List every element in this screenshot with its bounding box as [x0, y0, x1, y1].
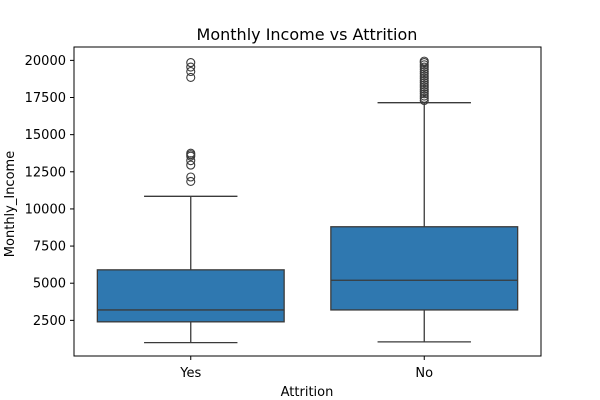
outlier-point [419, 89, 429, 99]
outlier-point [419, 66, 429, 77]
y-tick-label: 7500 [33, 240, 66, 255]
y-tick-label: 17500 [25, 91, 66, 106]
outlier-point [186, 172, 196, 182]
outlier-point [186, 156, 196, 166]
y-tick-label: 12500 [25, 165, 66, 180]
outlier-point [186, 72, 196, 83]
outlier-point [419, 93, 429, 103]
iqr-box [330, 226, 519, 311]
y-tick-label: 5000 [33, 277, 66, 292]
outlier-point [419, 73, 429, 83]
outlier-point [419, 87, 429, 97]
outlier-point [419, 82, 429, 92]
outlier-point [419, 56, 429, 66]
axes: 2500 5000 7500 10000 12500 15000 17500 20000 Yes… [25, 46, 542, 381]
y-tick-label: 20000 [25, 54, 66, 69]
plot-area [96, 56, 519, 344]
outlier-point [419, 71, 429, 81]
outlier-point [419, 78, 429, 88]
outlier-point [419, 75, 429, 85]
y-tick-label: 10000 [25, 202, 66, 217]
outlier-point [186, 176, 196, 186]
outlier-point [419, 80, 429, 90]
x-tick-label: No [415, 366, 433, 381]
outlier-point [186, 58, 196, 68]
outlier-point [419, 95, 429, 106]
box-group-no [330, 56, 519, 343]
x-axis-label: Attrition [281, 385, 334, 400]
outlier-point [186, 62, 196, 72]
chart-title: Monthly Income vs Attrition [197, 25, 418, 44]
outlier-point [186, 148, 196, 158]
outlier-point [419, 84, 429, 94]
box-group-yes [96, 58, 285, 344]
y-tick-label: 15000 [25, 128, 66, 143]
outlier-point [186, 66, 196, 77]
y-tick-label: 2500 [33, 314, 66, 329]
axes-frame [73, 46, 542, 357]
x-tick-label: Yes [179, 366, 201, 381]
y-axis-label: Monthly_Income [3, 151, 18, 257]
outlier-point [419, 60, 429, 70]
outlier-point [419, 91, 429, 101]
outlier-point [419, 69, 429, 79]
outlier-point [419, 62, 429, 72]
outlier-point [186, 160, 196, 170]
iqr-box [96, 269, 285, 323]
